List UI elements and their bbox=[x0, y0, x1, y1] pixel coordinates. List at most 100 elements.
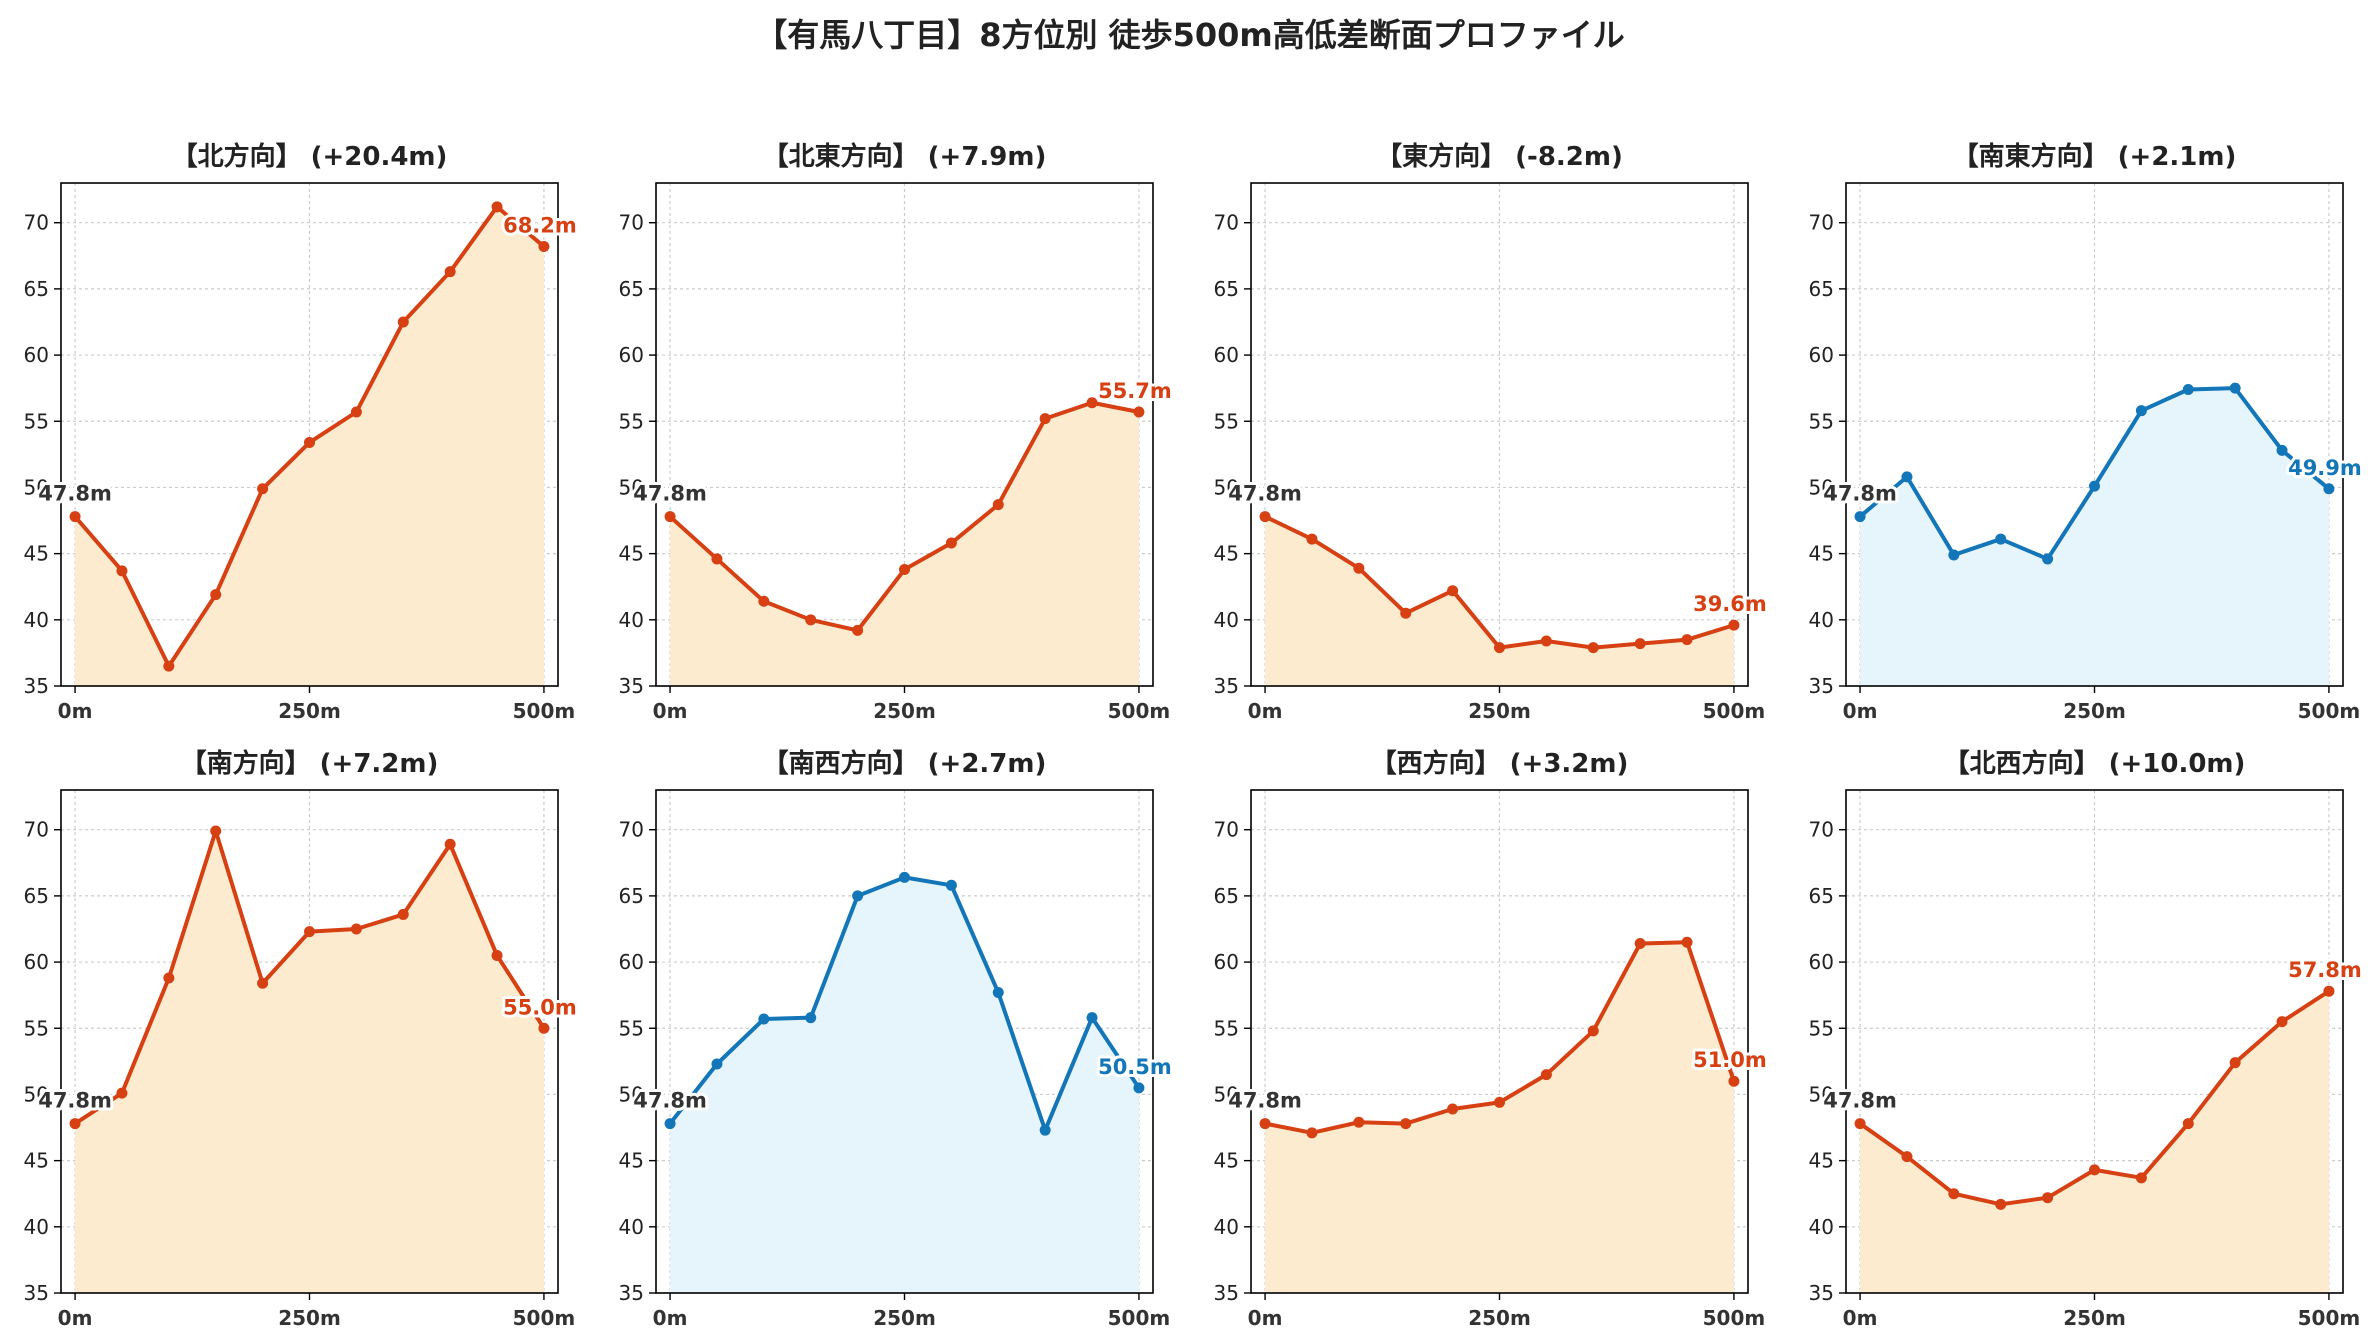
x-tick-label: 0m bbox=[58, 1306, 93, 1330]
data-point bbox=[711, 553, 723, 565]
data-point bbox=[2135, 405, 2147, 417]
x-tick-label: 0m bbox=[1248, 699, 1283, 723]
panel-title: 【西方向】 (+3.2m) bbox=[1371, 748, 1629, 779]
data-point bbox=[1728, 1075, 1740, 1087]
y-tick-label: 55 bbox=[619, 409, 644, 433]
data-point bbox=[1306, 1127, 1318, 1139]
data-point bbox=[2089, 480, 2100, 492]
elevation-area bbox=[1265, 516, 1734, 686]
y-tick-label: 55 bbox=[1214, 409, 1239, 433]
y-tick-label: 50 bbox=[619, 475, 644, 499]
chart-panel-2: 35 40 45 50 55 60 65 70 0m 250m 500m 47.8m 55.7m 【北東方… bbox=[619, 141, 1175, 723]
data-point bbox=[945, 537, 957, 549]
data-point bbox=[69, 1118, 81, 1130]
x-tick-label: 500m bbox=[513, 1306, 576, 1330]
y-tick-label: 50 bbox=[1214, 1082, 1239, 1106]
y-tick-label: 65 bbox=[1809, 277, 1834, 301]
x-tick-label: 500m bbox=[1108, 1306, 1171, 1330]
y-tick-label: 70 bbox=[1809, 211, 1834, 235]
data-point bbox=[992, 987, 1004, 999]
x-tick-label: 500m bbox=[2298, 1306, 2361, 1330]
data-point bbox=[1948, 1188, 1960, 1200]
data-point bbox=[1854, 1118, 1866, 1130]
panel-title: 【北東方向】 (+7.9m) bbox=[763, 141, 1047, 172]
data-point bbox=[1540, 1069, 1552, 1081]
data-point bbox=[350, 406, 362, 418]
data-point bbox=[1948, 549, 1960, 561]
start-elevation-label: 47.8m bbox=[633, 1089, 707, 1113]
y-tick-label: 50 bbox=[1809, 1082, 1834, 1106]
data-point bbox=[1901, 1151, 1913, 1163]
data-point bbox=[2042, 1192, 2054, 1204]
y-tick-label: 50 bbox=[24, 475, 49, 499]
data-point bbox=[2323, 985, 2335, 997]
data-point bbox=[2182, 383, 2194, 395]
y-tick-label: 65 bbox=[24, 277, 49, 301]
y-tick-label: 35 bbox=[1809, 674, 1834, 698]
data-point bbox=[1086, 1012, 1098, 1024]
x-tick-label: 250m bbox=[1468, 1306, 1531, 1330]
data-point bbox=[397, 316, 409, 328]
x-tick-label: 500m bbox=[1703, 699, 1766, 723]
x-tick-label: 250m bbox=[2063, 1306, 2126, 1330]
start-elevation-label: 47.8m bbox=[38, 482, 112, 506]
data-point bbox=[852, 624, 864, 636]
x-tick-label: 0m bbox=[1843, 699, 1878, 723]
data-point bbox=[1995, 533, 2007, 545]
y-tick-label: 40 bbox=[1214, 608, 1239, 632]
data-point bbox=[2323, 483, 2335, 495]
y-tick-label: 65 bbox=[24, 884, 49, 908]
y-tick-label: 45 bbox=[1809, 1149, 1834, 1173]
data-point bbox=[1681, 936, 1693, 948]
end-elevation-label: 51.0m bbox=[1693, 1048, 1767, 1072]
x-tick-label: 250m bbox=[2063, 699, 2126, 723]
y-tick-label: 35 bbox=[24, 1281, 49, 1305]
end-elevation-label: 55.7m bbox=[1098, 379, 1172, 403]
data-point bbox=[1400, 607, 1412, 619]
y-tick-label: 70 bbox=[619, 211, 644, 235]
y-tick-label: 60 bbox=[1809, 343, 1834, 367]
start-elevation-label: 47.8m bbox=[38, 1089, 112, 1113]
y-tick-label: 50 bbox=[1809, 475, 1834, 499]
data-point bbox=[2089, 1164, 2100, 1176]
data-point bbox=[945, 879, 957, 891]
data-point bbox=[2276, 444, 2288, 456]
y-tick-label: 70 bbox=[619, 818, 644, 842]
y-tick-label: 50 bbox=[619, 1082, 644, 1106]
x-tick-label: 0m bbox=[1843, 1306, 1878, 1330]
y-tick-label: 55 bbox=[24, 409, 49, 433]
data-point bbox=[1901, 471, 1913, 483]
data-point bbox=[163, 660, 175, 672]
y-tick-label: 55 bbox=[1809, 1016, 1834, 1040]
start-elevation-label: 47.8m bbox=[1823, 482, 1897, 506]
data-point bbox=[2276, 1016, 2288, 1028]
data-point bbox=[538, 1022, 550, 1034]
y-tick-label: 60 bbox=[619, 950, 644, 974]
y-tick-label: 60 bbox=[1809, 950, 1834, 974]
data-point bbox=[491, 949, 503, 961]
start-elevation-label: 47.8m bbox=[633, 482, 707, 506]
data-point bbox=[257, 977, 269, 989]
data-point bbox=[805, 1012, 817, 1024]
y-tick-label: 50 bbox=[1214, 475, 1239, 499]
data-point bbox=[664, 511, 676, 523]
y-tick-label: 40 bbox=[24, 1215, 49, 1239]
y-tick-label: 45 bbox=[1214, 542, 1239, 566]
data-point bbox=[899, 871, 910, 883]
data-point bbox=[852, 890, 864, 902]
y-tick-label: 45 bbox=[619, 1149, 644, 1173]
data-point bbox=[1259, 511, 1271, 523]
data-point bbox=[1634, 638, 1646, 650]
y-tick-label: 70 bbox=[1214, 818, 1239, 842]
y-tick-label: 40 bbox=[619, 1215, 644, 1239]
y-tick-label: 35 bbox=[619, 674, 644, 698]
chart-panel-5: 35 40 45 50 55 60 65 70 0m 250m 500m 47.8m 55.0m 【南方向… bbox=[24, 748, 580, 1330]
panel-title: 【南方向】 (+7.2m) bbox=[181, 748, 439, 779]
data-point bbox=[1306, 533, 1318, 545]
x-tick-label: 500m bbox=[2298, 699, 2361, 723]
y-tick-label: 60 bbox=[1214, 343, 1239, 367]
data-point bbox=[304, 926, 315, 938]
chart-panel-7: 35 40 45 50 55 60 65 70 0m 250m 500m 47.8m 51.0m 【西方向… bbox=[1214, 748, 1770, 1330]
y-tick-label: 35 bbox=[24, 674, 49, 698]
x-tick-label: 0m bbox=[653, 1306, 688, 1330]
